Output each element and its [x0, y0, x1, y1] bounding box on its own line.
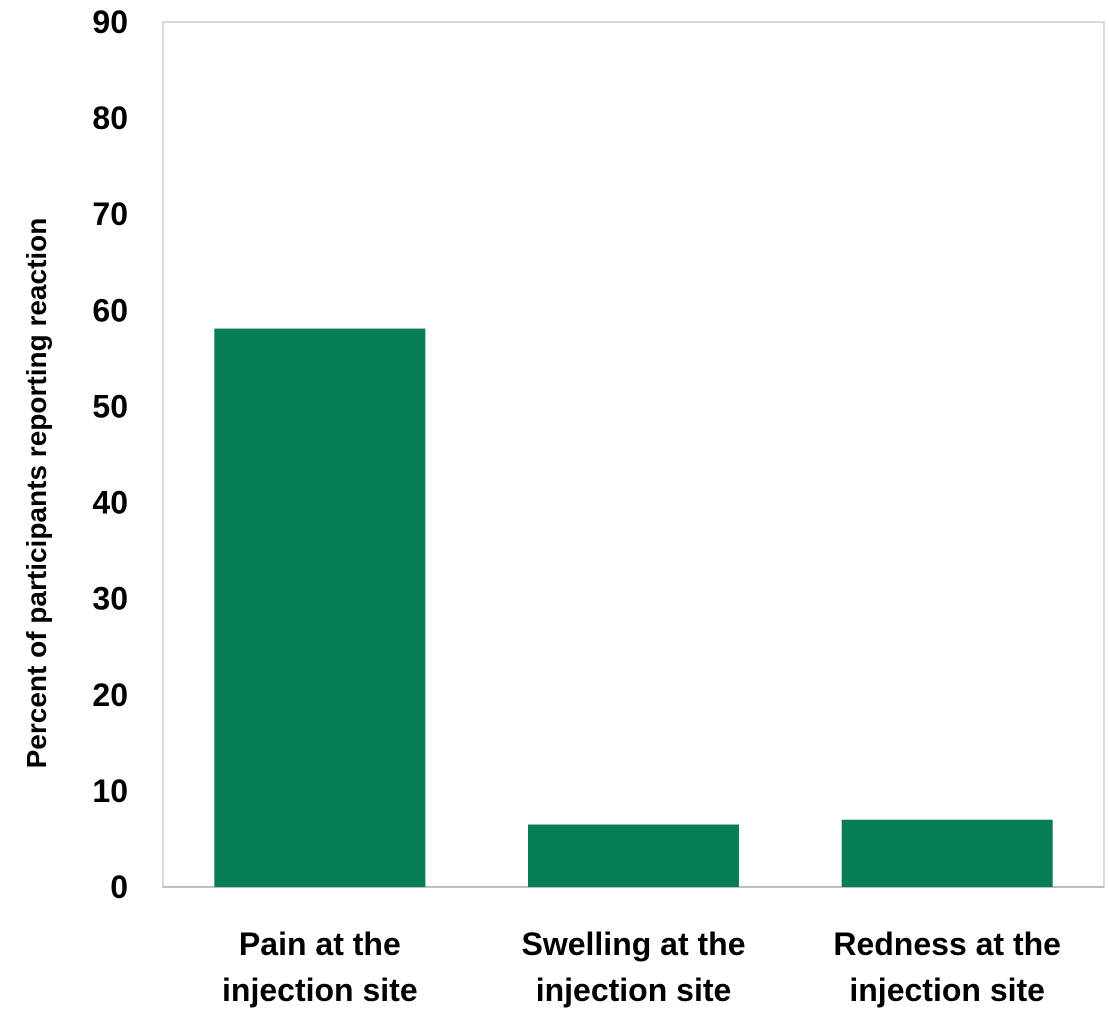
y-tick-label: 70	[92, 196, 128, 232]
y-tick-label: 50	[92, 388, 128, 424]
y-tick-label: 90	[92, 4, 128, 40]
y-tick-label: 60	[92, 292, 128, 328]
x-category-label: Redness at the injection site	[833, 926, 1061, 1008]
y-tick-label: 20	[92, 677, 128, 713]
bars-group	[214, 329, 1052, 887]
bar	[214, 329, 425, 887]
y-tick-label: 30	[92, 581, 128, 617]
x-axis-category-labels: Pain at the injection site Swelling at the…	[222, 926, 1061, 1008]
y-tick-label: 40	[92, 485, 128, 521]
y-tick-label: 0	[110, 869, 128, 905]
bar	[528, 825, 739, 887]
y-axis-title: Percent of participants reporting reacti…	[21, 218, 52, 769]
bar	[842, 820, 1053, 887]
y-axis-ticks: 0 10 20 30 40 50 60 70 80 90	[92, 4, 128, 905]
y-tick-label: 80	[92, 100, 128, 136]
x-category-label: Pain at the injection site	[222, 926, 418, 1008]
x-category-label: Swelling at the injection site	[521, 926, 745, 1008]
y-tick-label: 10	[92, 773, 128, 809]
